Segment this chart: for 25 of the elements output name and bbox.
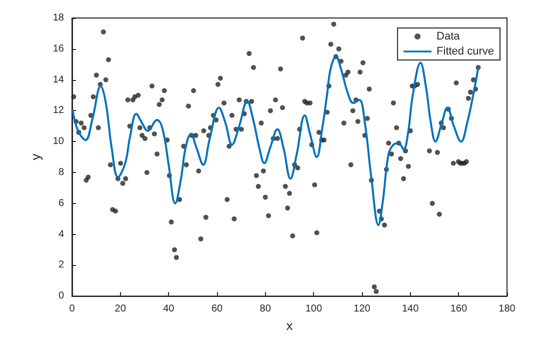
x-tick-label: 60 xyxy=(211,304,223,315)
x-tick-label: 120 xyxy=(354,304,371,315)
y-tick-label: 18 xyxy=(52,12,64,24)
x-tick-label: 40 xyxy=(163,304,175,315)
y-tick-label: 16 xyxy=(52,43,64,54)
y-tick-label: 2 xyxy=(58,260,64,271)
y-tick-label: 8 xyxy=(58,167,64,178)
x-tick-label: 140 xyxy=(402,304,420,315)
legend-label: Data xyxy=(436,30,461,42)
x-tick-label: 160 xyxy=(450,304,468,315)
y-tick-label: 6 xyxy=(58,198,64,209)
x-tick-label: 20 xyxy=(114,304,126,315)
y-tick-label: 12 xyxy=(52,105,64,116)
x-tick-label: 180 xyxy=(498,304,516,315)
y-tick-label: 0 xyxy=(58,290,64,302)
y-tick-label: 10 xyxy=(52,136,64,148)
line-series xyxy=(72,56,480,226)
x-tick-label: 80 xyxy=(260,304,272,315)
x-axis-title: x xyxy=(286,318,294,333)
legend-label: Fitted curve xyxy=(436,46,494,58)
y-axis-title: y xyxy=(28,153,43,160)
y-tick-label: 14 xyxy=(52,74,64,86)
x-tick-label: 0 xyxy=(69,304,76,315)
x-tick-label: 100 xyxy=(305,304,322,315)
y-tick-label: 4 xyxy=(58,228,64,240)
